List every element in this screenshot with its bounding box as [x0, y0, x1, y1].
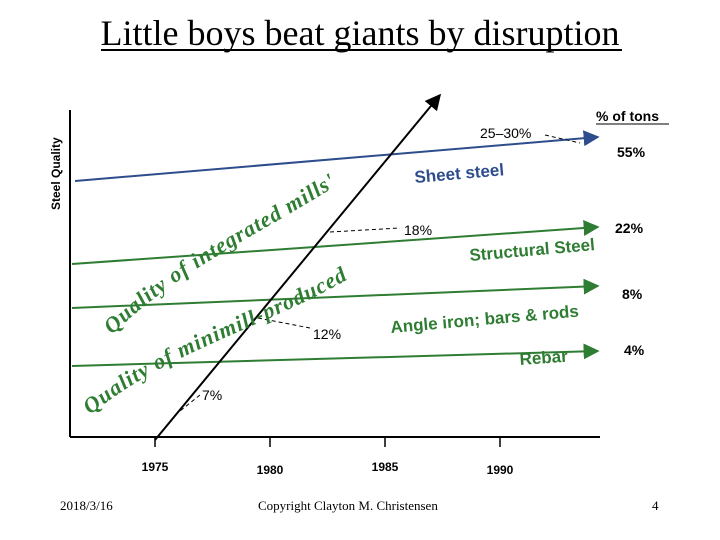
title-underline: [101, 49, 622, 51]
tier-line-sheet-steel: [74, 130, 600, 182]
share-label-12: 12%: [313, 326, 341, 342]
tier-line-angle-iron: [71, 278, 600, 309]
share-connector: [257, 317, 311, 329]
percent-of-tons-header: % of tons: [596, 108, 659, 124]
share-label-18: 18%: [404, 222, 432, 238]
x-tick-label: 1975: [142, 460, 169, 474]
tier-line-rebar: [71, 343, 600, 367]
share-connector: [174, 394, 201, 416]
tier-percent-sheet: 55%: [617, 144, 646, 160]
slide-page-number: 4: [652, 498, 659, 513]
tier-label-angle-iron: Angle iron; bars & rods: [390, 302, 580, 337]
slide-title: Little boys beat giants by disruption: [100, 13, 620, 53]
tier-label-rebar: Rebar: [519, 347, 569, 369]
tier-percent-rebar: 4%: [624, 342, 645, 358]
slide-copyright: Copyright Clayton M. Christensen: [258, 498, 438, 513]
slide-date: 2018/3/16: [60, 498, 113, 513]
tier-label-structural-steel: Structural Steel: [469, 235, 596, 265]
tier-line-structural-steel: [71, 220, 600, 265]
minimill-trajectory-arrow: [154, 93, 442, 441]
share-label-7: 7%: [202, 387, 222, 403]
tier-label-sheet-steel: Sheet steel: [414, 160, 505, 187]
share-connector: [329, 227, 401, 233]
y-axis-label: Steel Quality: [49, 137, 63, 210]
x-tick-label: 1985: [372, 460, 399, 474]
tier-percent-angle: 8%: [622, 286, 643, 302]
x-tick-label: 1990: [487, 463, 514, 477]
x-tick-label: 1980: [257, 463, 284, 477]
share-label-25-30: 25–30%: [480, 125, 531, 141]
tier-percent-structural: 22%: [615, 220, 644, 236]
share-connector: [544, 134, 581, 144]
